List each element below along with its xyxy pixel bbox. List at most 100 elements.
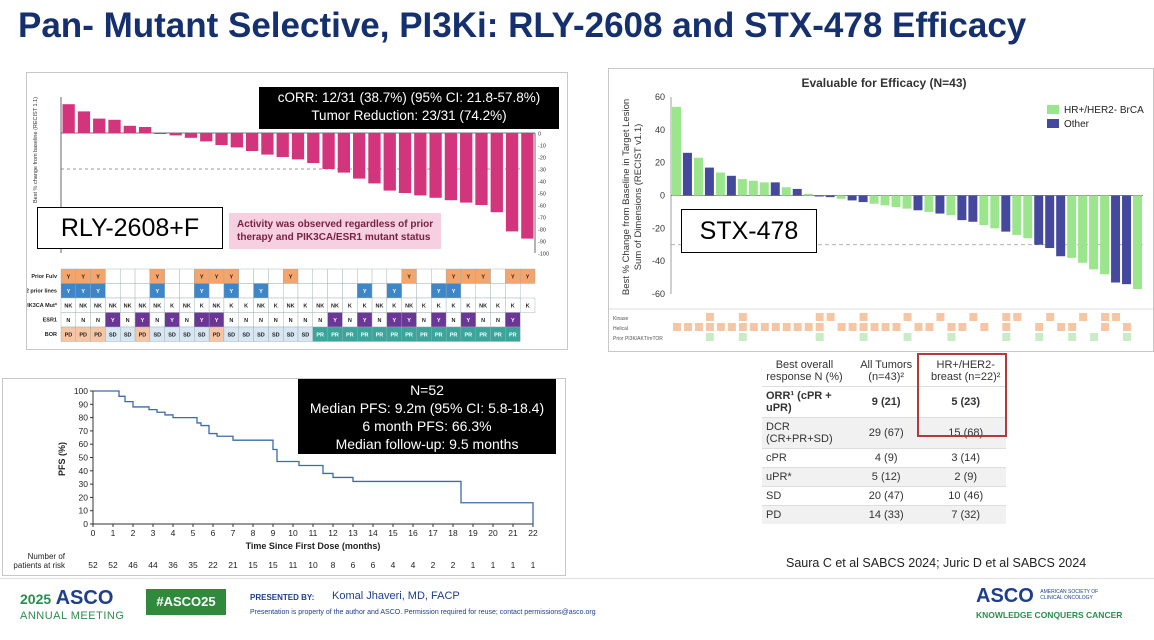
pfs-y-tick-label: 70 — [79, 426, 89, 436]
rly-grid-cell — [164, 268, 180, 284]
asco-society-logo: ASCO AMERICAN SOCIETY OF CLINICAL ONCOLO… — [976, 585, 1123, 620]
header-hr-breast: HR+/HER2- breast (n=22)² — [931, 359, 1001, 383]
pfs-x-tick-label: 13 — [348, 528, 358, 538]
stx-grid-mark — [1101, 323, 1110, 331]
stx-y-tick-label: 0 — [660, 191, 665, 201]
rly-grid-cell — [134, 283, 151, 299]
risk-value: 46 — [128, 560, 138, 570]
rly-y-tick-label: -40 — [538, 180, 546, 186]
stx-bar — [1111, 195, 1121, 283]
stx-grid-mark — [1035, 323, 1044, 331]
rly-grid-value: NK — [79, 304, 87, 310]
rly-grid-value: SD — [198, 333, 206, 339]
risk-table-label: Number of — [28, 552, 66, 561]
rly-grid-value: Y — [452, 275, 456, 281]
rly-grid-value: Y — [363, 318, 367, 324]
stx-bar — [792, 188, 802, 196]
footer: 2025 ASCO ANNUAL MEETING #ASCO25 PRESENT… — [0, 578, 1154, 640]
stx-bar — [672, 106, 681, 196]
rly-grid-value: SD — [183, 333, 191, 339]
rly-grid-value: K — [274, 304, 278, 310]
rly-grid-cell — [164, 283, 180, 299]
pfs-x-tick-label: 17 — [428, 528, 438, 538]
rly-grid-value: K — [452, 304, 456, 310]
rly-bar — [505, 133, 519, 232]
stx-grid-mark — [892, 323, 901, 331]
pfs-y-axis-label: PFS (%) — [57, 442, 67, 476]
rly-bar — [261, 133, 274, 155]
rly-grid-value: N — [229, 318, 233, 324]
rly-grid-cell — [460, 283, 476, 299]
rly-grid-value: NK — [64, 304, 72, 310]
rly-reduction-text: Tumor Reduction: 23/31 (74.2%) — [311, 108, 507, 123]
rly-grid-cell — [371, 268, 388, 284]
pfs-y-tick-label: 0 — [83, 519, 88, 529]
rly-grid-value: Y — [452, 289, 456, 295]
rly-grid-value: Y — [363, 289, 367, 295]
pfs-y-tick-label: 50 — [79, 453, 89, 463]
rly-grid-value: SD — [124, 333, 132, 339]
rly-grid-value: Y — [511, 318, 515, 324]
risk-value: 1 — [471, 560, 476, 570]
stx-grid-mark — [870, 323, 879, 331]
stx-bar — [803, 193, 813, 196]
stx-y-tick-label: -20 — [652, 223, 665, 233]
hashtag-badge: #ASCO25 — [146, 589, 226, 615]
stx-legend-swatch — [1047, 105, 1059, 114]
stx-panel: Evaluable for Efficacy (N=43) 60 40 20 0 -20 -… — [608, 68, 1154, 352]
rly-bar — [414, 133, 427, 196]
stx-grid-mark — [815, 323, 824, 331]
rly-bar — [169, 133, 182, 136]
stx-grid-mark — [1123, 333, 1132, 341]
rly-grid-value: K — [229, 304, 233, 310]
pfs-summary-box: N=52 Median PFS: 9.2m (95% CI: 5.8-18.4)… — [298, 379, 556, 454]
presented-by-label: PRESENTED BY: — [250, 593, 315, 602]
rly-activity-note: Activity was observed regardless of prio… — [229, 213, 442, 249]
stx-bar — [913, 195, 923, 211]
pfs-x-tick-label: 21 — [508, 528, 518, 538]
rly-grid-value: PR — [361, 333, 369, 339]
risk-value: 2 — [431, 560, 436, 570]
rly-grid-value: Y — [96, 275, 100, 281]
rly-row-label: PIK3CA Mut* — [27, 303, 58, 309]
stx-grid-mark — [958, 323, 967, 331]
stx-grid-mark — [738, 323, 747, 331]
rly-grid-value: PD — [213, 333, 221, 339]
stx-row-label: Prior PI3K/AKT/mTOR — [613, 336, 663, 342]
rly-grid-value: N — [318, 318, 322, 324]
rly-grid-value: PR — [509, 333, 517, 339]
rly-grid-value: K — [200, 304, 204, 310]
rly-grid-cell — [134, 268, 151, 284]
rly-grid-value: Y — [215, 318, 219, 324]
rly-grid-value: K — [511, 304, 515, 310]
risk-value: 1 — [531, 560, 536, 570]
pfs-x-tick-label: 1 — [111, 528, 116, 538]
stx-grid-mark — [1002, 323, 1011, 331]
stx-bar — [847, 195, 857, 201]
pfs-x-tick-label: 5 — [191, 528, 196, 538]
rly-grid-value: NK — [213, 304, 221, 310]
pfs-panel: 0 10 20 30 40 50 60 70 80 90 100 0 1 2 3 4 5 6 7 8 9 10 11 12 13… — [2, 378, 566, 576]
rly-row-label: ≥2 prior lines — [27, 289, 57, 295]
stx-grid-mark — [749, 323, 758, 331]
stx-y-tick-label: -60 — [652, 289, 665, 299]
pfs-x-tick-label: 6 — [211, 528, 216, 538]
rly-grid-cell — [282, 283, 299, 299]
stx-grid-mark — [936, 313, 945, 321]
slide-title: Pan- Mutant Selective, PI3Ki: RLY-2608 a… — [18, 6, 1027, 45]
rly-grid-value: Y — [200, 289, 204, 295]
rly-grid-value: PR — [331, 333, 339, 339]
rly-grid-value: PD — [79, 333, 87, 339]
rly-grid-cell — [120, 268, 136, 284]
rly-bar — [108, 119, 121, 133]
rly-grid-value: K — [422, 304, 426, 310]
stx-grid-mark — [793, 323, 802, 331]
stx-bar — [924, 195, 934, 212]
rly-grid-cell — [386, 268, 402, 284]
rly-grid-value: N — [96, 318, 100, 324]
pfs-km-curve — [93, 390, 534, 524]
rly-grid-value: PR — [420, 333, 428, 339]
stx-grid-mark — [1046, 313, 1055, 321]
stx-grid-mark — [947, 333, 956, 341]
